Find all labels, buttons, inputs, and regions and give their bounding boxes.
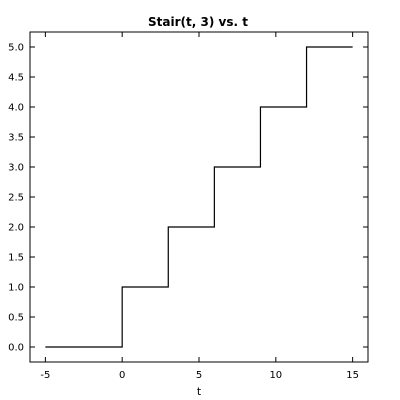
y-tick-label: 2.0 xyxy=(8,223,24,234)
x-tick-label: 10 xyxy=(269,370,282,381)
x-axis-label: t xyxy=(197,385,202,398)
x-tick-label: 15 xyxy=(346,370,359,381)
y-tick-label: 2.5 xyxy=(8,193,24,204)
series-layer xyxy=(45,46,353,348)
y-axis: 0.0 0.5 1.0 1.5 2.0 2.5 3.0 3.5 4.0 4.5 5.0 xyxy=(8,43,368,354)
y-tick-label: 0.0 xyxy=(8,343,24,354)
plot-frame xyxy=(29,31,369,363)
series-line xyxy=(45,46,353,348)
x-axis: -5 0 5 10 15 xyxy=(40,32,359,381)
x-tick-label: -5 xyxy=(40,370,50,381)
y-tick-label: 3.0 xyxy=(8,163,24,174)
y-tick-label: 1.5 xyxy=(8,253,24,264)
chart-title: Stair(t, 3) vs. t xyxy=(148,15,248,29)
y-tick-label: 0.5 xyxy=(8,313,24,324)
x-tick-label: 0 xyxy=(119,370,125,381)
y-tick-label: 3.5 xyxy=(8,133,24,144)
y-tick-label: 4.5 xyxy=(8,73,24,84)
y-tick-label: 4.0 xyxy=(8,103,24,114)
x-tick-label: 5 xyxy=(196,370,202,381)
y-tick-label: 5.0 xyxy=(8,43,24,54)
y-tick-label: 1.0 xyxy=(8,283,24,294)
